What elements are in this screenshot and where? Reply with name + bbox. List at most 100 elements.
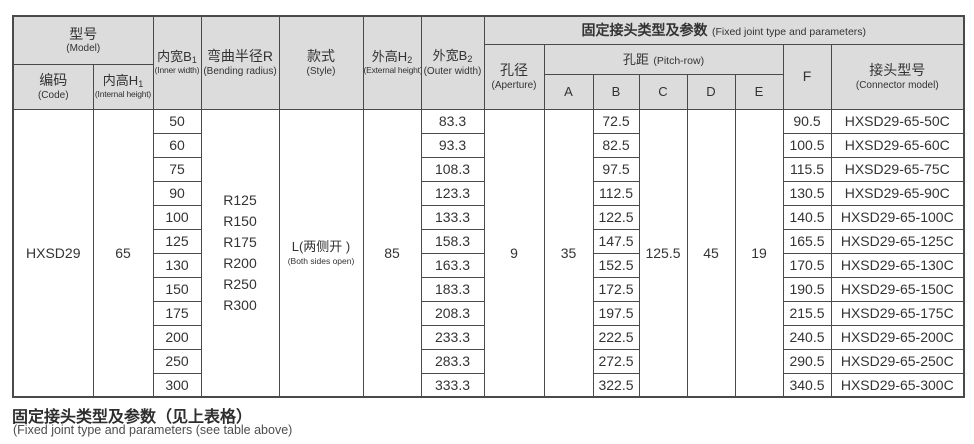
cell-pitch-a-value: 35	[543, 108, 594, 398]
cell-connector: HXSD29-65-300C	[830, 372, 965, 398]
header-aperture-en: (Aperture)	[491, 79, 537, 91]
style-line1: L(两侧开 )	[291, 239, 351, 255]
header-aperture: 孔径 (Aperture)	[483, 43, 545, 110]
header-inner-width-sub: 1	[191, 55, 197, 66]
bending-radius-item: R250	[223, 275, 257, 292]
cell-aperture-value: 9	[483, 108, 545, 398]
cell-inner-width: 75	[152, 156, 202, 182]
header-model: 型号 (Model)	[12, 15, 154, 65]
header-code: 编码 (Code)	[12, 63, 94, 110]
footer-title: 固定接头类型及参数（见上表格）	[12, 409, 253, 426]
cell-connector: HXSD29-65-125C	[830, 228, 965, 254]
table-row: 125 158.3 147.5 165.5 HXSD29-65-125C	[13, 228, 965, 254]
header-outer-width-en: (Outer width)	[423, 65, 482, 77]
cell-outer-width: 133.3	[420, 204, 485, 230]
cell-outer-width: 108.3	[420, 156, 485, 182]
header-row-2: 孔径 (Aperture) 孔距 (Pitch-row) F 接头型号 (Con…	[13, 43, 965, 110]
cell-connector: HXSD29-65-250C	[830, 348, 965, 374]
cell-outer-width: 183.3	[420, 276, 485, 302]
header-pitch-row: 孔距 (Pitch-row)	[543, 43, 784, 75]
header-fixed-joint-zh: 固定接头类型及参数	[581, 22, 708, 39]
cell-inner-width: 250	[152, 348, 202, 374]
header-bending-radius-en: (Bending radius)	[203, 65, 277, 77]
header-row-1: 型号 (Model) 内宽B1 (Inner width) 弯曲半径R (Ben…	[12, 15, 965, 110]
header-f-label: F	[802, 67, 812, 84]
header-pitch-c: C	[638, 73, 688, 110]
table-row: 90 123.3 112.5 130.5 HXSD29-65-90C	[13, 180, 965, 206]
cell-f: 130.5	[782, 180, 832, 206]
cell-inner-width: 60	[152, 132, 202, 158]
bending-radius-item: R175	[223, 233, 257, 250]
table-row: 150 183.3 172.5 190.5 HXSD29-65-150C	[13, 276, 965, 302]
header-row-4: A B C D E	[13, 73, 964, 110]
header-fixed-joint: 固定接头类型及参数 (Fixed joint type and paramete…	[483, 15, 965, 45]
table-row: 175 208.3 197.5 215.5 HXSD29-65-175C	[13, 300, 965, 326]
cell-outer-width: 158.3	[420, 228, 485, 254]
cell-f: 165.5	[782, 228, 832, 254]
header-internal-height-sub: 1	[138, 78, 144, 89]
header-code-en: (Code)	[37, 89, 69, 101]
style-line2: (Both sides open)	[287, 256, 355, 267]
header-style: 款式 (Style)	[278, 15, 364, 110]
cell-connector: HXSD29-65-90C	[830, 180, 965, 206]
table-row: HXSD29 65 50 R125 R150 R175 R200 R250 R3…	[12, 108, 965, 398]
cell-inner-width: 200	[152, 324, 202, 350]
footer-subtitle: (Fixed joint type and parameters (see ta…	[13, 423, 293, 437]
cell-code-value: HXSD29	[12, 108, 94, 398]
cell-inner-width: 300	[152, 372, 202, 398]
cell-f: 240.5	[782, 324, 832, 350]
cell-f: 170.5	[782, 252, 832, 278]
header-model-en: (Model)	[66, 43, 101, 55]
cell-pitch-e-value: 19	[734, 108, 784, 398]
header-connector-en: (Connector model)	[855, 79, 939, 91]
header-inner-width-zh: 内宽B	[157, 49, 192, 65]
cell-outer-width: 83.3	[420, 108, 485, 134]
header-pitch-d: D	[686, 73, 736, 110]
cell-pitch-b: 147.5	[592, 228, 640, 254]
cell-f: 115.5	[782, 156, 832, 182]
header-code-zh: 编码	[39, 72, 68, 88]
cell-pitch-b: 97.5	[592, 156, 640, 182]
bending-radius-item: R150	[223, 212, 257, 229]
cell-inner-width: 175	[152, 300, 202, 326]
cell-pitch-b: 152.5	[592, 252, 640, 278]
cell-style-value: L(两侧开 ) (Both sides open)	[278, 108, 364, 398]
cell-inner-width: 125	[152, 228, 202, 254]
cell-connector: HXSD29-65-60C	[830, 132, 965, 158]
cell-external-height-value: 85	[362, 108, 422, 398]
cell-pitch-b: 272.5	[592, 348, 640, 374]
cell-connector: HXSD29-65-150C	[830, 276, 965, 302]
cell-pitch-b: 172.5	[592, 276, 640, 302]
cell-pitch-b: 112.5	[592, 180, 640, 206]
header-inner-width-en: (Inner width)	[154, 65, 200, 76]
header-style-zh: 款式	[307, 48, 335, 65]
cell-connector: HXSD29-65-130C	[830, 252, 965, 278]
header-f: F	[782, 43, 832, 110]
header-pitch-b: B	[592, 73, 640, 110]
bending-radius-item: R125	[223, 191, 257, 208]
header-outer-width-sub: 2	[467, 54, 473, 65]
cell-pitch-b: 197.5	[592, 300, 640, 326]
cell-pitch-b: 222.5	[592, 324, 640, 350]
cell-pitch-b: 82.5	[592, 132, 640, 158]
cell-outer-width: 333.3	[420, 372, 485, 398]
bending-radius-item: R200	[223, 254, 257, 271]
cell-inner-width: 100	[152, 204, 202, 230]
header-external-height-zh: 外高H	[371, 49, 408, 65]
cell-outer-width: 123.3	[420, 180, 485, 206]
header-pitch-a: A	[543, 73, 594, 110]
cell-inner-width: 50	[152, 108, 202, 134]
header-internal-height: 内高H1 (Internal height)	[92, 63, 154, 110]
cell-f: 90.5	[782, 108, 832, 134]
header-internal-height-zh: 内高H	[102, 72, 139, 88]
table-row: 250 283.3 272.5 290.5 HXSD29-65-250C	[13, 348, 965, 374]
cell-outer-width: 283.3	[420, 348, 485, 374]
cell-pitch-d-value: 45	[686, 108, 736, 398]
table-row: 200 233.3 222.5 240.5 HXSD29-65-200C	[13, 324, 965, 350]
header-bending-radius-zh: 弯曲半径R	[206, 48, 274, 65]
header-external-height: 外高H2 (External height)	[362, 15, 422, 110]
cell-pitch-b: 122.5	[592, 204, 640, 230]
cell-f: 100.5	[782, 132, 832, 158]
cell-f: 140.5	[782, 204, 832, 230]
